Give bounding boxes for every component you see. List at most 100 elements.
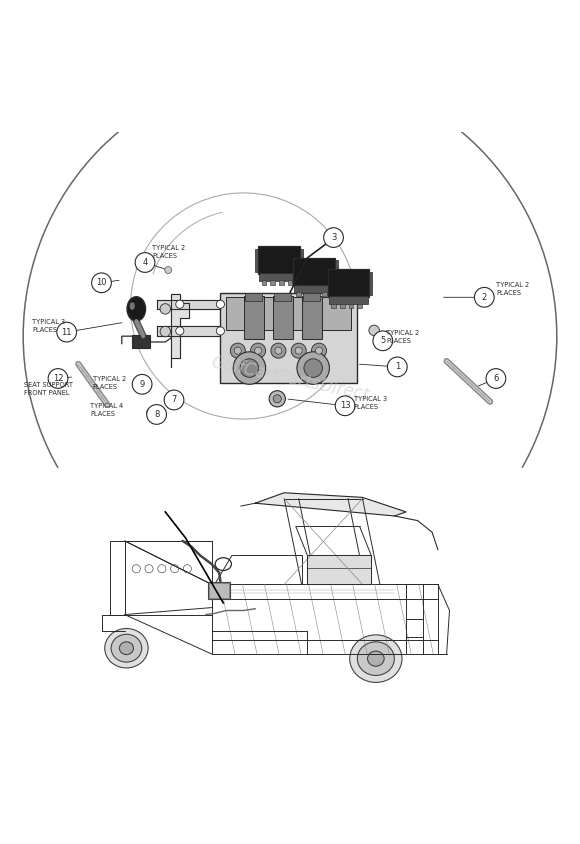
Circle shape (387, 357, 407, 376)
FancyBboxPatch shape (290, 260, 297, 284)
Text: 10: 10 (96, 279, 107, 287)
FancyBboxPatch shape (296, 249, 303, 272)
FancyBboxPatch shape (331, 260, 338, 284)
FancyBboxPatch shape (357, 304, 362, 308)
Circle shape (176, 300, 184, 308)
Circle shape (147, 408, 157, 418)
FancyBboxPatch shape (340, 304, 345, 308)
Circle shape (275, 347, 282, 354)
Circle shape (234, 347, 241, 354)
Text: 13: 13 (340, 401, 350, 410)
FancyBboxPatch shape (132, 335, 150, 348)
FancyBboxPatch shape (365, 272, 372, 295)
Text: TYPICAL 3
PLACES: TYPICAL 3 PLACES (32, 319, 65, 333)
FancyBboxPatch shape (331, 304, 336, 308)
Circle shape (176, 327, 184, 335)
FancyBboxPatch shape (328, 269, 369, 297)
Circle shape (92, 273, 111, 293)
Circle shape (160, 327, 171, 337)
Circle shape (369, 325, 379, 336)
FancyBboxPatch shape (220, 293, 357, 382)
Circle shape (165, 267, 172, 273)
Text: TYPICAL 2
PLACES: TYPICAL 2 PLACES (386, 330, 419, 344)
FancyBboxPatch shape (270, 280, 275, 284)
FancyBboxPatch shape (208, 582, 230, 599)
FancyBboxPatch shape (262, 280, 266, 284)
Text: 4: 4 (142, 258, 148, 267)
FancyBboxPatch shape (244, 295, 264, 339)
Text: 12: 12 (53, 374, 63, 383)
Circle shape (139, 378, 148, 387)
Circle shape (57, 322, 77, 342)
Ellipse shape (119, 641, 133, 655)
FancyBboxPatch shape (226, 297, 351, 330)
Circle shape (291, 344, 306, 358)
Polygon shape (171, 295, 188, 367)
Circle shape (474, 288, 494, 307)
Circle shape (295, 347, 302, 354)
Text: TYPICAL 2
PLACES: TYPICAL 2 PLACES (152, 245, 185, 259)
Polygon shape (0, 468, 580, 712)
FancyBboxPatch shape (293, 258, 335, 286)
Ellipse shape (105, 629, 148, 668)
FancyBboxPatch shape (245, 293, 262, 301)
Polygon shape (157, 327, 244, 336)
Ellipse shape (127, 297, 146, 321)
Polygon shape (157, 300, 244, 309)
Circle shape (251, 344, 266, 358)
Circle shape (373, 331, 393, 350)
Text: 7: 7 (171, 396, 177, 404)
FancyBboxPatch shape (303, 293, 320, 301)
Text: TYPICAL 4
PLACES: TYPICAL 4 PLACES (90, 403, 123, 418)
Circle shape (164, 390, 184, 410)
Text: 1: 1 (394, 362, 400, 371)
Circle shape (335, 396, 355, 415)
Circle shape (147, 404, 166, 425)
Circle shape (216, 327, 224, 335)
FancyBboxPatch shape (296, 292, 301, 296)
FancyBboxPatch shape (294, 284, 334, 293)
Circle shape (486, 369, 506, 388)
Ellipse shape (350, 635, 402, 683)
FancyBboxPatch shape (273, 295, 293, 339)
Ellipse shape (357, 641, 394, 675)
Circle shape (311, 344, 327, 358)
Circle shape (160, 304, 171, 314)
FancyBboxPatch shape (258, 246, 300, 274)
Ellipse shape (111, 635, 142, 663)
Circle shape (273, 395, 281, 403)
Text: 2: 2 (481, 293, 487, 302)
Circle shape (255, 347, 262, 354)
FancyBboxPatch shape (349, 304, 353, 308)
Text: TYPICAL 2
PLACES: TYPICAL 2 PLACES (93, 376, 126, 390)
Text: 9: 9 (139, 380, 145, 389)
Circle shape (132, 375, 152, 394)
Circle shape (165, 394, 174, 403)
FancyBboxPatch shape (322, 292, 327, 296)
Circle shape (297, 352, 329, 384)
Circle shape (216, 300, 224, 308)
Polygon shape (255, 493, 406, 516)
Circle shape (269, 391, 285, 407)
Text: 3: 3 (331, 233, 336, 242)
FancyBboxPatch shape (305, 292, 310, 296)
Circle shape (324, 228, 343, 247)
Circle shape (48, 369, 68, 388)
Text: TYPICAL 2
PLACES: TYPICAL 2 PLACES (496, 282, 529, 295)
FancyBboxPatch shape (209, 582, 229, 598)
Circle shape (375, 333, 386, 344)
Text: TYPICAL 3
PLACES: TYPICAL 3 PLACES (354, 396, 387, 410)
Circle shape (316, 347, 322, 354)
FancyBboxPatch shape (325, 272, 332, 295)
Circle shape (233, 352, 266, 384)
Text: 5: 5 (380, 336, 386, 345)
FancyBboxPatch shape (314, 292, 318, 296)
FancyBboxPatch shape (279, 280, 284, 284)
Circle shape (271, 344, 286, 358)
Circle shape (23, 69, 557, 603)
Polygon shape (307, 555, 371, 584)
Circle shape (240, 359, 259, 377)
FancyBboxPatch shape (274, 293, 291, 301)
Text: SEAT SUPPORT
FRONT PANEL: SEAT SUPPORT FRONT PANEL (24, 382, 73, 396)
Ellipse shape (129, 302, 135, 310)
